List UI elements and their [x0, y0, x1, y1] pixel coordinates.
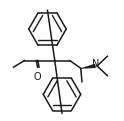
- Text: O: O: [33, 72, 41, 82]
- Text: N: N: [92, 59, 100, 69]
- Polygon shape: [81, 64, 96, 68]
